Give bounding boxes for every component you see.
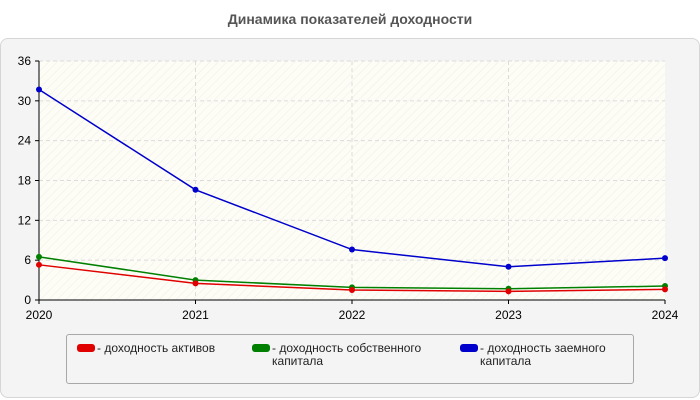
legend: - доходность активов - доходность собств… — [66, 334, 634, 384]
legend-swatch-assets — [77, 344, 95, 352]
data-point-2-2 — [349, 246, 355, 253]
data-point-2-4 — [662, 255, 668, 262]
legend-label-equity: - доходность собственного капитала — [272, 341, 422, 368]
legend-label-assets: - доходность активов — [97, 341, 216, 355]
legend-swatch-equity — [252, 344, 270, 352]
data-point-0-4 — [662, 286, 668, 293]
data-point-0-1 — [192, 280, 199, 287]
chart-title: Динамика показателей доходности — [227, 11, 473, 27]
data-point-0-2 — [349, 287, 355, 294]
y-tick-label: 12 — [18, 213, 32, 227]
y-tick-label: 18 — [18, 174, 32, 188]
grid-lines — [39, 60, 665, 300]
axes: 0 6 12 18 24 30 36 2020 2021 2022 2023 2024 — [18, 54, 679, 322]
data-point-1-0 — [36, 253, 42, 260]
y-tick-label: 24 — [18, 134, 32, 148]
legend-label-debt: - доходность заемного капитала — [480, 341, 606, 368]
y-tick-label: 36 — [18, 54, 32, 68]
x-tick-label: 2023 — [495, 308, 522, 322]
data-point-2-3 — [505, 263, 512, 270]
data-point-2-1 — [192, 186, 199, 193]
y-tick-label: 6 — [24, 253, 31, 267]
x-tick-label: 2024 — [652, 308, 679, 322]
y-tick-label: 0 — [24, 293, 31, 307]
data-point-0-3 — [505, 288, 512, 295]
series-lines — [36, 86, 668, 295]
legend-swatch-debt — [460, 344, 478, 352]
y-tick-label: 30 — [18, 94, 32, 108]
x-tick-label: 2022 — [339, 308, 366, 322]
x-tick-label: 2020 — [26, 308, 53, 322]
data-point-2-0 — [36, 86, 42, 93]
x-tick-label: 2021 — [182, 308, 209, 322]
data-point-0-0 — [36, 261, 42, 268]
